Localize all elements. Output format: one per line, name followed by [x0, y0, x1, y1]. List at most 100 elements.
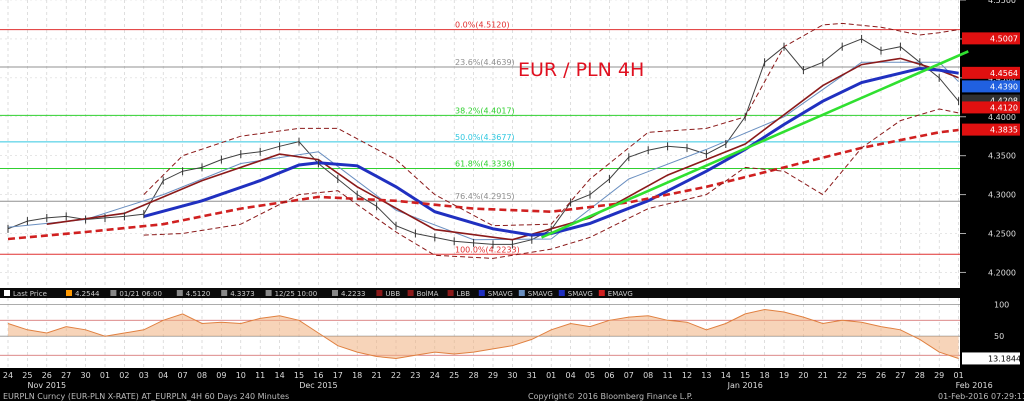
- x-tick-label: 01: [546, 371, 556, 380]
- series-last-price: [7, 38, 959, 245]
- price-label-box: [962, 123, 1020, 136]
- y-tick-label: 4.3500: [988, 152, 1016, 161]
- series-bolma-upper: [143, 22, 959, 227]
- price-label: 4.4208: [990, 97, 1018, 106]
- x-axis-bg: [0, 368, 960, 390]
- footer-right: 01-Feb-2016 07:29:11: [938, 392, 1024, 401]
- legend-swatch: [447, 290, 454, 296]
- x-tick-label: 03: [139, 371, 149, 380]
- x-tick-label: 01: [954, 371, 964, 380]
- price-label: 4.4120: [990, 103, 1018, 112]
- y-tick-label: 4.3000: [988, 191, 1016, 200]
- x-tick-label: 27: [895, 371, 905, 380]
- x-tick-label: 10: [236, 371, 246, 380]
- x-tick-label: 24: [3, 371, 13, 380]
- x-tick-label: 26: [42, 371, 52, 380]
- x-tick-label: 14: [275, 371, 285, 380]
- x-group-label: Jan 2016: [727, 381, 763, 390]
- price-label: 4.4390: [990, 82, 1018, 91]
- series-emavg: [7, 128, 959, 241]
- footer-bar: [0, 390, 1024, 401]
- legend-label: UBB: [385, 290, 400, 298]
- price-label: 4.3835: [990, 126, 1018, 135]
- y-tick-label: 4.4000: [988, 113, 1016, 122]
- fib-label: 0.0%(4.5120): [455, 21, 510, 30]
- osc-tick-label: 50: [994, 332, 1004, 341]
- x-tick-label: 11: [255, 371, 265, 380]
- legend-swatch: [332, 290, 338, 296]
- trendline: [540, 50, 969, 239]
- x-tick-label: 18: [760, 371, 770, 380]
- legend-label: LBB: [457, 290, 471, 298]
- legend-swatch: [176, 290, 183, 296]
- legend-swatch: [407, 290, 414, 296]
- x-tick-label: 28: [469, 371, 479, 380]
- legend-label: Last Price: [13, 290, 47, 298]
- x-tick-label: 08: [197, 371, 207, 380]
- x-tick-label: 07: [624, 371, 634, 380]
- series-layer: [7, 22, 969, 259]
- x-tick-label: 26: [876, 371, 886, 380]
- legend-swatch: [478, 290, 485, 296]
- grid: [0, 0, 960, 368]
- x-tick-label: 16: [313, 371, 323, 380]
- y-tick-label: 4.2500: [988, 230, 1016, 239]
- x-tick-label: 06: [604, 371, 614, 380]
- price-label: 4.5007: [990, 34, 1018, 43]
- osc-fill: [8, 309, 959, 359]
- price-label-box: [962, 66, 1020, 79]
- x-tick-label: 04: [566, 371, 576, 380]
- fib-label: 38.2%(4.4017): [455, 106, 515, 115]
- x-tick-label: 13: [701, 371, 711, 380]
- x-tick-label: 22: [837, 371, 847, 380]
- x-tick-label: 20: [798, 371, 808, 380]
- series-bolma-lower: [143, 108, 959, 259]
- x-tick-label: 02: [119, 371, 129, 380]
- fib-label: 100.0%(4.2233): [455, 245, 520, 254]
- x-tick-label: 11: [663, 371, 673, 380]
- axis-bg: [960, 0, 1024, 401]
- x-group-label: Dec 2015: [299, 381, 337, 390]
- x-tick-label: 27: [61, 371, 71, 380]
- fib-label: 50.0%(4.3677): [455, 133, 515, 142]
- x-tick-label: 30: [81, 371, 91, 380]
- x-tick-label: 14: [721, 371, 731, 380]
- x-axis: 24 25 26 27 30 01 02 03 04 07 08 09 10 11 14 15 16 17 18 21…: [0, 368, 993, 390]
- legend-label: 4.5120: [186, 290, 211, 298]
- footer-center: Copyright© 2016 Bloomberg Finance L.P.: [528, 392, 693, 401]
- legend-swatch: [265, 290, 272, 296]
- x-tick-label: 25: [22, 371, 32, 380]
- osc-line: [7, 308, 959, 360]
- x-tick-label: 07: [178, 371, 188, 380]
- x-tick-label: 09: [216, 371, 226, 380]
- price-label-box: [962, 101, 1020, 114]
- footer-left: EURPLN Curncy (EUR-PLN X-RATE) AT_EURPLN…: [3, 392, 289, 401]
- x-tick-label: 28: [915, 371, 925, 380]
- chart-title: EUR / PLN 4H: [518, 59, 644, 81]
- legend-label: 4.2233: [341, 290, 366, 298]
- legend-swatch: [558, 290, 565, 296]
- x-group-label: Feb 2016: [956, 381, 993, 390]
- x-tick-label: 25: [449, 371, 459, 380]
- x-tick-label: 29: [934, 371, 944, 380]
- x-tick-label: 22: [391, 371, 401, 380]
- price-label: 4.4564: [990, 69, 1018, 78]
- fib-label: 76.4%(4.2915): [455, 192, 515, 201]
- legend-label: BolMA: [417, 290, 439, 298]
- fib-label: 61.8%(4.3336): [455, 159, 515, 168]
- x-tick-label: 23: [410, 371, 420, 380]
- oscillator-panel: 100 50 13.1844: [0, 300, 1021, 365]
- x-tick-label: 12: [682, 371, 692, 380]
- legend-swatch: [518, 290, 525, 296]
- series-smavg-blue-: [143, 66, 959, 237]
- x-tick-label: 05: [585, 371, 595, 380]
- x-tick-label: 08: [643, 371, 653, 380]
- legend: Last Price 4.2544 01/21 06:00 4.5120 4.3373 1…: [0, 288, 960, 298]
- legend-swatch: [4, 290, 10, 296]
- x-tick-label: 21: [818, 371, 828, 380]
- x-tick-label: 17: [333, 371, 343, 380]
- price-label-box: [962, 32, 1020, 45]
- legend-swatch: [221, 290, 228, 296]
